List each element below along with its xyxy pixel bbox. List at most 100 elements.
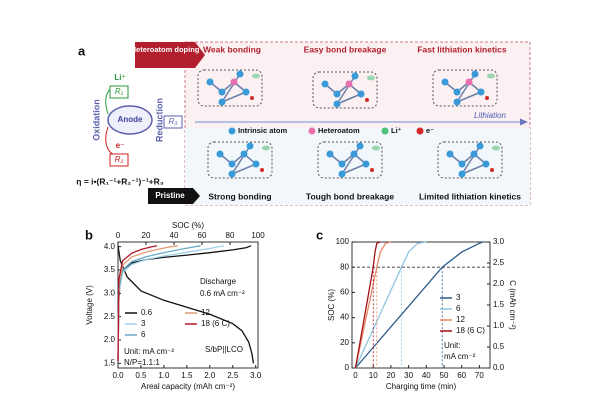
legend-label: 6 — [456, 304, 461, 313]
legend-label: 18 (6 C) — [456, 326, 485, 335]
li-ion — [492, 145, 500, 151]
x2-tick-label: 0 — [116, 231, 121, 240]
r2-box — [109, 153, 129, 167]
atom — [446, 150, 454, 158]
series-line — [354, 241, 427, 369]
y-tick-label: 0 — [345, 363, 350, 372]
bond — [221, 73, 241, 103]
y-tick-label: 1.5 — [104, 358, 116, 367]
x-tick-label: 1.5 — [181, 371, 193, 380]
atom — [246, 142, 254, 150]
y-axis-title: Voltage (V) — [85, 285, 94, 325]
x2-tick-label: 80 — [226, 231, 235, 240]
legend-swatch — [381, 127, 389, 135]
panel-label: b — [85, 227, 93, 242]
x2-tick-label: 20 — [142, 231, 151, 240]
x-tick-label: 2.0 — [204, 371, 216, 380]
doped-effect: Fast lithiation kinetics — [417, 44, 507, 54]
reduction-label: Reduction — [154, 98, 164, 142]
legend-label: Intrinsic atom — [238, 126, 288, 135]
bond — [336, 75, 356, 105]
atom — [465, 78, 473, 86]
y-tick-label: 3.5 — [104, 265, 116, 274]
y-axis-title: SOC (%) — [327, 289, 336, 321]
atom — [482, 160, 490, 168]
atom — [218, 98, 226, 106]
anode-node — [107, 105, 153, 135]
annotation: Unit: mA cm⁻² — [124, 347, 174, 356]
atom — [458, 160, 466, 168]
pristine-effect: Limited lithiation kinetics — [419, 191, 521, 201]
li-ion — [372, 145, 380, 151]
formula: η = i•(R₁⁻¹+R₂⁻¹)⁻¹+R₃ — [76, 176, 163, 186]
y-tick-label: 60 — [340, 288, 349, 297]
y-tick-label: 40 — [340, 313, 349, 322]
series-line — [354, 241, 381, 369]
annotation: S/bP||LCO — [205, 345, 243, 354]
bond — [456, 91, 482, 103]
atom — [228, 170, 236, 178]
bond — [341, 145, 361, 175]
oxidation-label: Oxidation — [91, 99, 101, 141]
li-ion — [487, 73, 495, 79]
y-tick-label: 20 — [340, 338, 349, 347]
bond — [221, 91, 247, 103]
cluster-box — [207, 141, 273, 179]
x2-axis-title: SOC (%) — [172, 221, 204, 230]
y2-tick-label: 0.0 — [493, 363, 505, 372]
li-ion — [252, 73, 260, 79]
x-tick-label: 20 — [386, 371, 395, 380]
atom — [236, 70, 244, 78]
atom — [441, 78, 449, 86]
x-tick-label: 3.0 — [250, 371, 262, 380]
li-ion — [367, 75, 375, 81]
r1-label: R₁ — [115, 87, 124, 96]
atom — [242, 88, 250, 96]
atom — [476, 142, 484, 150]
panel-label: a — [78, 43, 86, 58]
cluster-box — [432, 69, 498, 107]
atom — [338, 160, 346, 168]
r3-label: R₃ — [169, 117, 178, 126]
electron — [490, 168, 494, 172]
series-line — [354, 241, 392, 369]
bond — [231, 145, 251, 175]
x2-tick-label: 100 — [251, 231, 265, 240]
annotation: 0.6 mA cm⁻² — [200, 289, 245, 298]
r3-box — [163, 115, 183, 129]
legend-label: 12 — [456, 315, 465, 324]
y-tick-label: 100 — [336, 237, 350, 246]
legend-label: 6 — [141, 330, 146, 339]
bond — [461, 145, 481, 175]
legend-label: Heteroatom — [318, 126, 360, 135]
x-tick-label: 0.5 — [135, 371, 147, 380]
atom — [350, 150, 358, 158]
legend-label: 18 (6 C) — [201, 319, 230, 328]
series-line — [117, 245, 178, 362]
li-ion — [262, 145, 270, 151]
anode-label: Anode — [118, 115, 143, 124]
pristine-tag: Pristine — [155, 191, 185, 200]
atom — [230, 78, 238, 86]
atom — [471, 70, 479, 78]
atom — [356, 142, 364, 150]
y-tick-label: 4.0 — [104, 242, 116, 251]
x-tick-label: 0.0 — [112, 371, 124, 380]
annotation: mA cm⁻² — [444, 352, 476, 361]
x2-tick-label: 60 — [198, 231, 207, 240]
atom — [333, 100, 341, 108]
legend-label: 3 — [456, 293, 461, 302]
e-label: e⁻ — [116, 141, 125, 150]
li-label: Li⁺ — [114, 73, 125, 82]
x2-tick-label: 40 — [170, 231, 179, 240]
legend-swatch — [228, 127, 236, 135]
legend-swatch — [416, 127, 424, 135]
electron — [485, 96, 489, 100]
x-tick-label: 2.5 — [227, 371, 239, 380]
y2-tick-label: 2.0 — [493, 279, 505, 288]
atom — [228, 160, 236, 168]
pristine-effect: Strong bonding — [208, 191, 271, 201]
y2-tick-label: 0.5 — [493, 342, 505, 351]
